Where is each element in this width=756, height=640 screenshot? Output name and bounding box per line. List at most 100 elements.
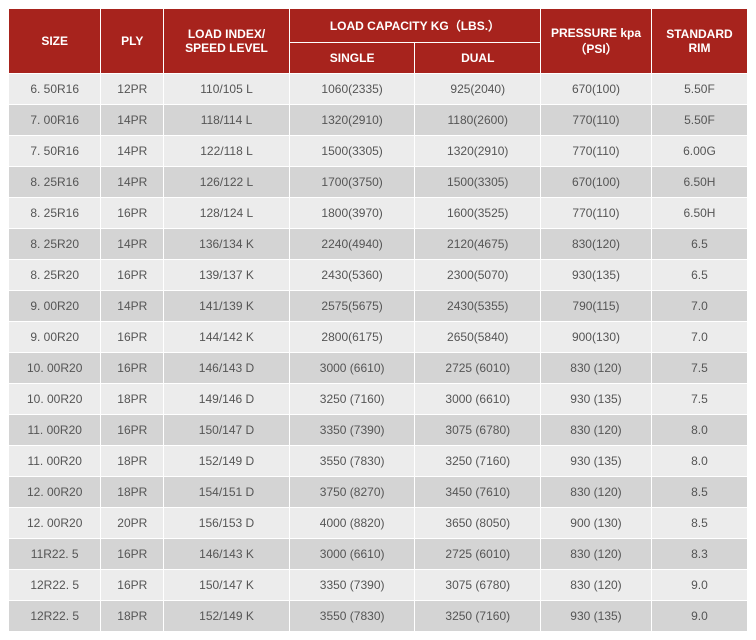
- ply-cell: 18PR: [101, 446, 164, 477]
- table-row: 7. 00R1614PR118/114 L1320(2910)1180(2600…: [9, 105, 748, 136]
- dual-cell: 3000 (6610): [415, 384, 541, 415]
- table-row: 8. 25R1616PR128/124 L1800(3970)1600(3525…: [9, 198, 748, 229]
- pressure-cell: 830 (120): [541, 353, 652, 384]
- table-row: 9. 00R2016PR144/142 K2800(6175)2650(5840…: [9, 322, 748, 353]
- dual-cell: 925(2040): [415, 74, 541, 105]
- rim-cell: 7.0: [651, 322, 747, 353]
- dual-cell: 3450 (7610): [415, 477, 541, 508]
- index-cell: 128/124 L: [164, 198, 290, 229]
- rim-cell: 6.5: [651, 229, 747, 260]
- rim-cell: 8.5: [651, 477, 747, 508]
- dual-cell: 1320(2910): [415, 136, 541, 167]
- pressure-cell: 830 (120): [541, 477, 652, 508]
- pressure-cell: 930 (135): [541, 446, 652, 477]
- index-cell: 150/147 K: [164, 570, 290, 601]
- ply-cell: 16PR: [101, 415, 164, 446]
- size-cell: 6. 50R16: [9, 74, 101, 105]
- single-cell: 1700(3750): [289, 167, 415, 198]
- single-cell: 3750 (8270): [289, 477, 415, 508]
- rim-cell: 7.5: [651, 384, 747, 415]
- index-cell: 150/147 D: [164, 415, 290, 446]
- dual-cell: 3650 (8050): [415, 508, 541, 539]
- size-cell: 11. 00R20: [9, 415, 101, 446]
- table-row: 10. 00R2018PR149/146 D3250 (7160)3000 (6…: [9, 384, 748, 415]
- rim-cell: 6.50H: [651, 167, 747, 198]
- dual-cell: 1600(3525): [415, 198, 541, 229]
- rim-cell: 9.0: [651, 570, 747, 601]
- single-cell: 1320(2910): [289, 105, 415, 136]
- rim-cell: 7.5: [651, 353, 747, 384]
- size-cell: 12R22. 5: [9, 601, 101, 632]
- header-load-capacity: LOAD CAPACITY KG（LBS.）: [289, 9, 540, 43]
- rim-cell: 6.50H: [651, 198, 747, 229]
- pressure-cell: 670(100): [541, 74, 652, 105]
- dual-cell: 1500(3305): [415, 167, 541, 198]
- size-cell: 7. 50R16: [9, 136, 101, 167]
- pressure-cell: 770(110): [541, 105, 652, 136]
- index-cell: 152/149 K: [164, 601, 290, 632]
- single-cell: 2430(5360): [289, 260, 415, 291]
- index-cell: 118/114 L: [164, 105, 290, 136]
- pressure-cell: 830(120): [541, 229, 652, 260]
- table-row: 12R22. 516PR150/147 K3350 (7390)3075 (67…: [9, 570, 748, 601]
- dual-cell: 2300(5070): [415, 260, 541, 291]
- index-cell: 126/122 L: [164, 167, 290, 198]
- single-cell: 3550 (7830): [289, 601, 415, 632]
- index-cell: 146/143 K: [164, 539, 290, 570]
- single-cell: 4000 (8820): [289, 508, 415, 539]
- rim-cell: 6.00G: [651, 136, 747, 167]
- header-pressure: PRESSURE kpa（PSI）: [541, 9, 652, 74]
- header-ply: PLY: [101, 9, 164, 74]
- size-cell: 12R22. 5: [9, 570, 101, 601]
- dual-cell: 3250 (7160): [415, 601, 541, 632]
- table-body: 6. 50R1612PR110/105 L1060(2335)925(2040)…: [9, 74, 748, 632]
- table-row: 11. 00R2018PR152/149 D3550 (7830)3250 (7…: [9, 446, 748, 477]
- table-row: 12R22. 518PR152/149 K3550 (7830)3250 (71…: [9, 601, 748, 632]
- header-dual: DUAL: [415, 43, 541, 74]
- table-row: 11. 00R2016PR150/147 D3350 (7390)3075 (6…: [9, 415, 748, 446]
- ply-cell: 14PR: [101, 105, 164, 136]
- pressure-cell: 830 (120): [541, 415, 652, 446]
- index-cell: 149/146 D: [164, 384, 290, 415]
- pressure-cell: 670(100): [541, 167, 652, 198]
- size-cell: 8. 25R20: [9, 229, 101, 260]
- pressure-cell: 790(115): [541, 291, 652, 322]
- dual-cell: 2725 (6010): [415, 539, 541, 570]
- ply-cell: 18PR: [101, 601, 164, 632]
- ply-cell: 20PR: [101, 508, 164, 539]
- table-row: 8. 25R1614PR126/122 L1700(3750)1500(3305…: [9, 167, 748, 198]
- size-cell: 8. 25R16: [9, 167, 101, 198]
- index-cell: 144/142 K: [164, 322, 290, 353]
- size-cell: 9. 00R20: [9, 322, 101, 353]
- ply-cell: 18PR: [101, 384, 164, 415]
- index-cell: 139/137 K: [164, 260, 290, 291]
- header-rim: STANDARD RIM: [651, 9, 747, 74]
- index-cell: 136/134 K: [164, 229, 290, 260]
- pressure-cell: 930 (135): [541, 601, 652, 632]
- table-row: 10. 00R2016PR146/143 D3000 (6610)2725 (6…: [9, 353, 748, 384]
- pressure-cell: 900 (130): [541, 508, 652, 539]
- table-row: 6. 50R1612PR110/105 L1060(2335)925(2040)…: [9, 74, 748, 105]
- size-cell: 7. 00R16: [9, 105, 101, 136]
- header-single: SINGLE: [289, 43, 415, 74]
- ply-cell: 16PR: [101, 570, 164, 601]
- single-cell: 3550 (7830): [289, 446, 415, 477]
- rim-cell: 8.3: [651, 539, 747, 570]
- rim-cell: 5.50F: [651, 74, 747, 105]
- table-row: 11R22. 516PR146/143 K3000 (6610)2725 (60…: [9, 539, 748, 570]
- single-cell: 3250 (7160): [289, 384, 415, 415]
- size-cell: 12. 00R20: [9, 508, 101, 539]
- index-cell: 110/105 L: [164, 74, 290, 105]
- rim-cell: 9.0: [651, 601, 747, 632]
- ply-cell: 14PR: [101, 136, 164, 167]
- dual-cell: 3075 (6780): [415, 415, 541, 446]
- pressure-cell: 770(110): [541, 198, 652, 229]
- pressure-cell: 900(130): [541, 322, 652, 353]
- pressure-cell: 770(110): [541, 136, 652, 167]
- size-cell: 12. 00R20: [9, 477, 101, 508]
- index-cell: 141/139 K: [164, 291, 290, 322]
- ply-cell: 16PR: [101, 322, 164, 353]
- table-row: 8. 25R2016PR139/137 K2430(5360)2300(5070…: [9, 260, 748, 291]
- size-cell: 11. 00R20: [9, 446, 101, 477]
- table-row: 8. 25R2014PR136/134 K2240(4940)2120(4675…: [9, 229, 748, 260]
